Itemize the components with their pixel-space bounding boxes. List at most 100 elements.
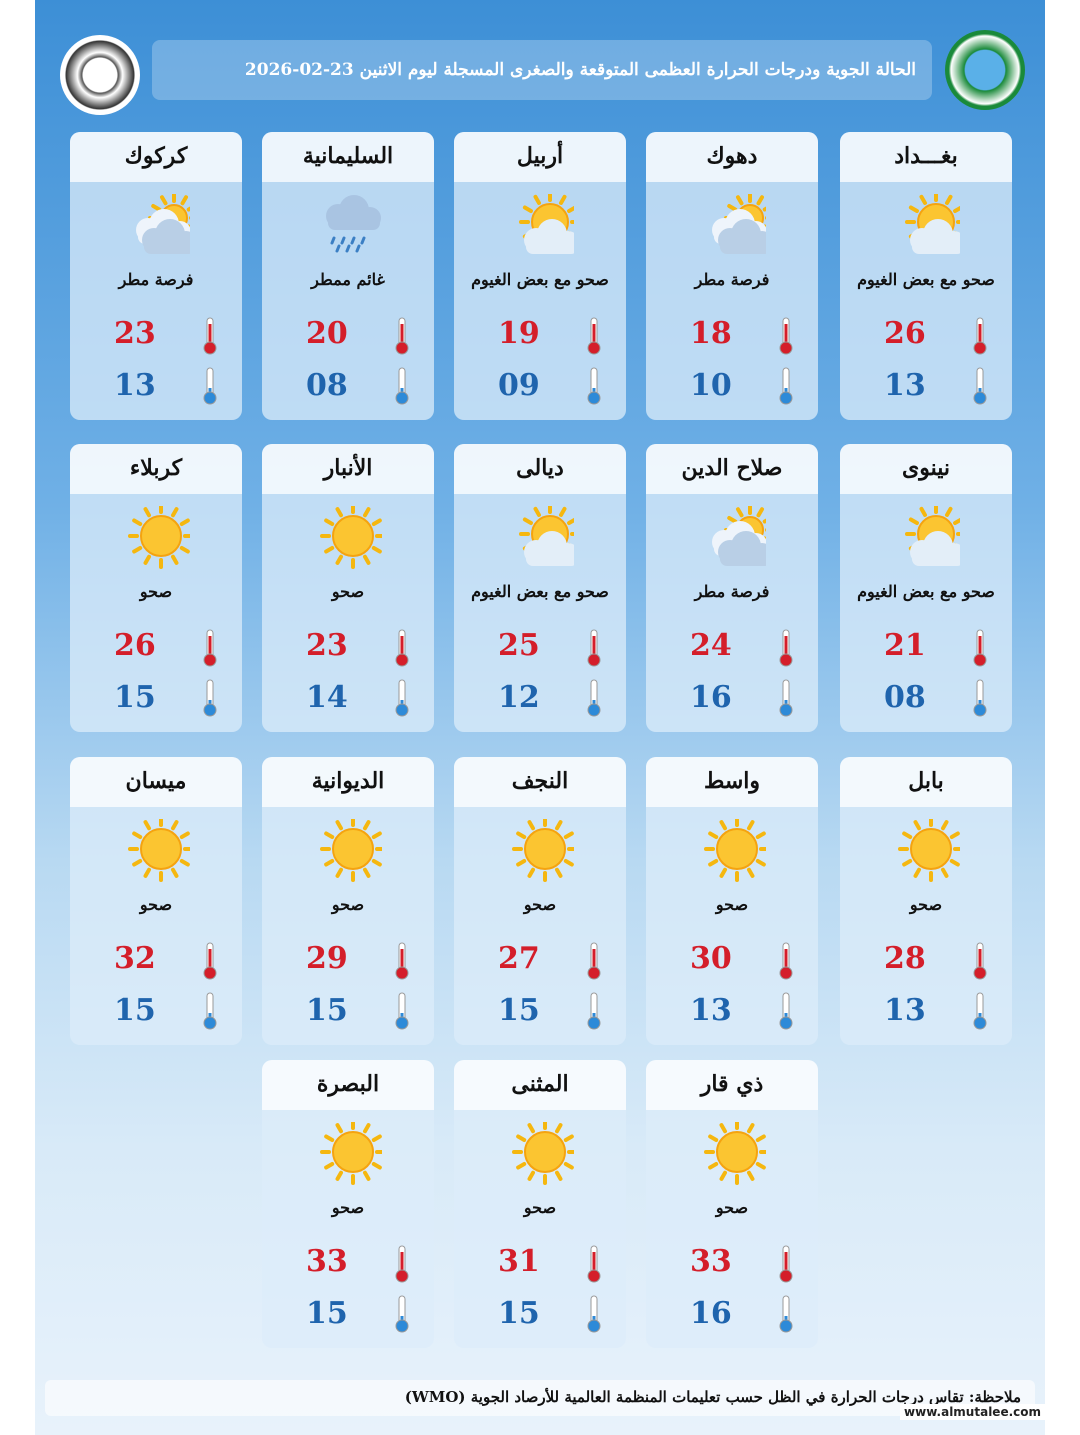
city-name: البصرة (262, 1060, 434, 1110)
thermometer-min (776, 366, 796, 410)
condition: صحو (523, 1198, 557, 1217)
condition: صحو (715, 1198, 749, 1217)
city-name: ديالى (454, 444, 626, 494)
condition: صحو مع بعض الغيوم (857, 270, 995, 289)
min-temp: 16 (690, 1296, 732, 1331)
min-temp: 16 (690, 680, 732, 715)
city-card: الأنبار صحو 23 14 (262, 444, 434, 732)
thermometer-max (584, 1244, 604, 1288)
thermometer-min (776, 1294, 796, 1338)
city-name: أربيل (454, 132, 626, 182)
thermometer-min (392, 366, 412, 410)
min-temp: 15 (498, 993, 540, 1028)
city-card: بابل صحو 28 13 (840, 757, 1012, 1045)
min-temp: 08 (884, 680, 926, 715)
thermometer-max (776, 941, 796, 985)
city-name: النجف (454, 757, 626, 807)
max-temp: 27 (498, 941, 540, 976)
weather-icon (318, 194, 382, 262)
max-temp: 25 (498, 628, 540, 663)
city-card: كربلاء صحو 26 15 (70, 444, 242, 732)
condition: صحو (139, 582, 173, 601)
thermometer-max (392, 316, 412, 360)
max-temp: 26 (884, 316, 926, 351)
min-temp: 15 (306, 1296, 348, 1331)
city-card: المثنى صحو 31 15 (454, 1060, 626, 1348)
condition: صحو مع بعض الغيوم (471, 270, 609, 289)
page: الحالة الجوية ودرجات الحرارة العظمى المت… (35, 0, 1045, 1435)
watermark: www.almutalee.com (900, 1404, 1045, 1420)
condition: صحو مع بعض الغيوم (471, 582, 609, 601)
thermometer-min (584, 1294, 604, 1338)
weather-icon (896, 816, 964, 887)
city-name: الديوانية (262, 757, 434, 807)
weather-icon (896, 503, 967, 574)
max-temp: 32 (114, 941, 156, 976)
city-card: نينوى صحو مع بعض الغيوم 21 08 (840, 444, 1012, 732)
thermometer-max (392, 628, 412, 672)
min-temp: 15 (114, 993, 156, 1028)
thermometer-min (392, 1294, 412, 1338)
city-name: ميسان (70, 757, 242, 807)
logo-left (60, 35, 140, 115)
min-temp: 13 (114, 368, 156, 403)
weather-icon (702, 504, 776, 574)
condition: فرصة مطر (694, 270, 770, 289)
thermometer-min (970, 366, 990, 410)
weather-icon (896, 191, 967, 262)
weather-icon (318, 503, 386, 574)
weather-icon (702, 192, 776, 262)
max-temp: 33 (306, 1244, 348, 1279)
city-name: دهوك (646, 132, 818, 182)
max-temp: 20 (306, 316, 348, 351)
city-card: النجف صحو 27 15 (454, 757, 626, 1045)
weather-icon (126, 503, 194, 574)
thermometer-min (392, 991, 412, 1035)
thermometer-max (200, 628, 220, 672)
max-temp: 23 (114, 316, 156, 351)
thermometer-max (584, 316, 604, 360)
city-card: ديالى صحو مع بعض الغيوم 25 12 (454, 444, 626, 732)
city-name: كربلاء (70, 444, 242, 494)
thermometer-max (970, 628, 990, 672)
thermometer-min (392, 678, 412, 722)
min-temp: 13 (884, 993, 926, 1028)
thermometer-min (584, 366, 604, 410)
min-temp: 13 (690, 993, 732, 1028)
thermometer-max (392, 941, 412, 985)
thermometer-max (584, 941, 604, 985)
thermometer-min (200, 991, 220, 1035)
city-card: السليمانية غائم ممطر 20 08 (262, 132, 434, 420)
city-name: ذي قار (646, 1060, 818, 1110)
condition: صحو (523, 895, 557, 914)
max-temp: 24 (690, 628, 732, 663)
weather-icon (702, 816, 770, 887)
city-card: الديوانية صحو 29 15 (262, 757, 434, 1045)
thermometer-max (776, 1244, 796, 1288)
city-card: البصرة صحو 33 15 (262, 1060, 434, 1348)
city-name: نينوى (840, 444, 1012, 494)
city-name: السليمانية (262, 132, 434, 182)
weather-icon (126, 192, 200, 262)
thermometer-min (776, 991, 796, 1035)
condition: صحو مع بعض الغيوم (857, 582, 995, 601)
min-temp: 15 (306, 993, 348, 1028)
thermometer-max (200, 941, 220, 985)
min-temp: 09 (498, 368, 540, 403)
thermometer-min (584, 678, 604, 722)
city-card: دهوك فرصة مطر 18 10 (646, 132, 818, 420)
max-temp: 19 (498, 316, 540, 351)
footer-note: ملاحظة: تقاس درجات الحرارة في الظل حسب ت… (45, 1380, 1035, 1416)
thermometer-min (776, 678, 796, 722)
max-temp: 29 (306, 941, 348, 976)
weather-icon (510, 191, 581, 262)
min-temp: 08 (306, 368, 348, 403)
condition: صحو (715, 895, 749, 914)
condition: صحو (909, 895, 943, 914)
max-temp: 21 (884, 628, 926, 663)
thermometer-min (200, 678, 220, 722)
min-temp: 12 (498, 680, 540, 715)
logo-right (945, 30, 1025, 110)
city-name: الأنبار (262, 444, 434, 494)
min-temp: 14 (306, 680, 348, 715)
